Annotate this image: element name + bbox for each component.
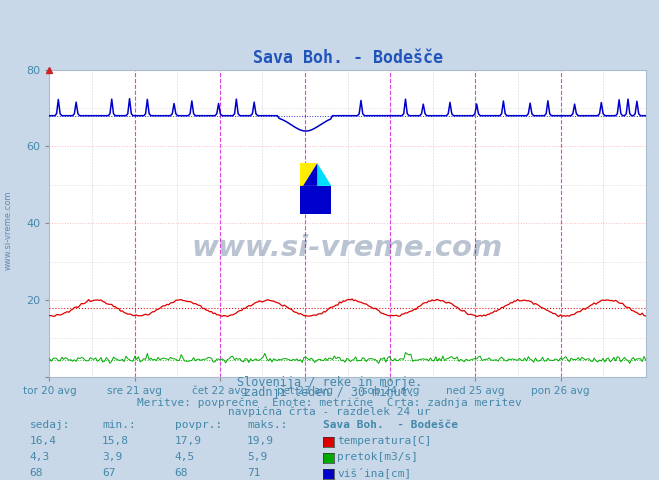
Text: 16,4: 16,4 bbox=[30, 436, 57, 446]
Text: min.:: min.: bbox=[102, 420, 136, 430]
Text: maks.:: maks.: bbox=[247, 420, 287, 430]
Text: 68: 68 bbox=[175, 468, 188, 478]
Text: www.si-vreme.com: www.si-vreme.com bbox=[192, 234, 503, 262]
Text: sedaj:: sedaj: bbox=[30, 420, 70, 430]
Text: www.si-vreme.com: www.si-vreme.com bbox=[3, 191, 13, 270]
Text: Meritve: povprečne  Enote: metrične  Črta: zadnja meritev: Meritve: povprečne Enote: metrične Črta:… bbox=[137, 396, 522, 408]
Text: Slovenija / reke in morje.: Slovenija / reke in morje. bbox=[237, 376, 422, 389]
Text: 15,8: 15,8 bbox=[102, 436, 129, 446]
Polygon shape bbox=[300, 163, 317, 191]
Text: viš́ina[cm]: viš́ina[cm] bbox=[337, 467, 412, 478]
Text: temperatura[C]: temperatura[C] bbox=[337, 436, 432, 446]
Polygon shape bbox=[317, 163, 331, 186]
Text: 4,5: 4,5 bbox=[175, 452, 195, 462]
Polygon shape bbox=[300, 186, 331, 214]
Text: 17,9: 17,9 bbox=[175, 436, 202, 446]
Text: 67: 67 bbox=[102, 468, 115, 478]
Polygon shape bbox=[300, 163, 317, 191]
Text: pretok[m3/s]: pretok[m3/s] bbox=[337, 452, 418, 462]
Text: povpr.:: povpr.: bbox=[175, 420, 222, 430]
Text: Sava Boh.  - Bodešče: Sava Boh. - Bodešče bbox=[323, 420, 458, 430]
Text: 71: 71 bbox=[247, 468, 260, 478]
Text: 5,9: 5,9 bbox=[247, 452, 268, 462]
Text: 3,9: 3,9 bbox=[102, 452, 123, 462]
Title: Sava Boh. - Bodešče: Sava Boh. - Bodešče bbox=[252, 48, 443, 67]
Text: zadnji teden / 30 minut.: zadnji teden / 30 minut. bbox=[244, 386, 415, 399]
Text: 19,9: 19,9 bbox=[247, 436, 274, 446]
Text: navpična črta - razdelek 24 ur: navpična črta - razdelek 24 ur bbox=[228, 406, 431, 417]
Text: 68: 68 bbox=[30, 468, 43, 478]
Text: 4,3: 4,3 bbox=[30, 452, 50, 462]
